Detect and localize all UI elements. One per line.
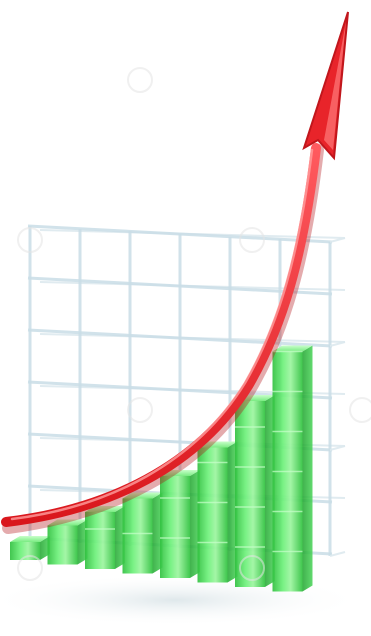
arrow-head-icon: [302, 11, 349, 161]
bar-top-2: [47, 519, 88, 526]
bar-3: [85, 512, 115, 569]
bar-6: [197, 447, 228, 583]
bar-top-3: [85, 506, 125, 512]
copyright-swirl-icon: [17, 227, 43, 253]
copyright-swirl-icon: [127, 397, 153, 423]
arrow-body: [1, 143, 321, 527]
bar-top-1: [10, 536, 50, 542]
bar-top-5: [160, 470, 200, 476]
bar-2: [47, 525, 78, 565]
arrow-highlight: [10, 148, 314, 521]
bar-5: [160, 476, 190, 578]
bar-top-8: [272, 345, 313, 352]
watermark: [17, 67, 371, 581]
bar-top-6: [197, 441, 238, 448]
arrow-head-highlight: [324, 22, 346, 150]
growth-arrow: [1, 11, 349, 534]
copyright-swirl-icon: [239, 227, 265, 253]
bar-side-8: [302, 345, 313, 592]
copyright-swirl-icon: [17, 555, 43, 581]
bar-top-4: [122, 492, 163, 499]
copyright-swirl-icon: [239, 555, 265, 581]
copyright-swirl-icon: [127, 67, 153, 93]
copyright-swirl-icon: [349, 397, 371, 423]
bar-4: [122, 498, 153, 574]
